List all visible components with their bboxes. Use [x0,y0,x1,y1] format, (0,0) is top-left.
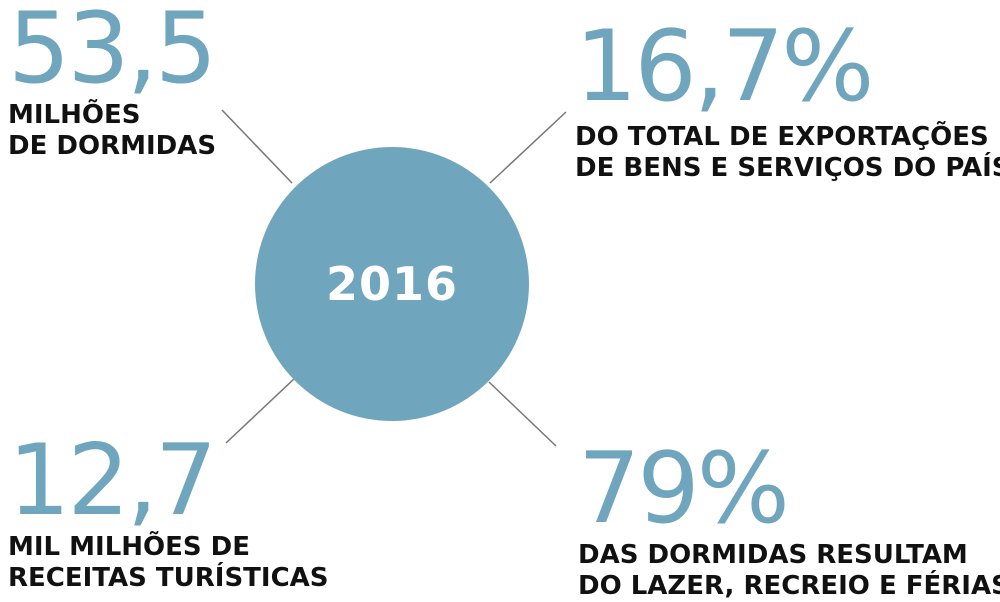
connector-line-top-left [221,109,293,184]
stat-bottom-right: 79% DAS DORMIDAS RESULTAM DO LAZER, RECR… [578,440,1000,602]
stat-label-line: DAS DORMIDAS RESULTAM [578,540,968,570]
center-circle: 2016 [255,147,529,421]
stat-label-line: DO TOTAL DE EXPORTAÇÕES [575,122,989,152]
stat-value: 79% [578,432,790,546]
stat-label: DO TOTAL DE EXPORTAÇÕES DE BENS E SERVIÇ… [575,122,1000,184]
stat-bottom-left: 12,7 MIL MILHÕES DE RECEITAS TURÍSTICAS [8,432,329,594]
stat-label-line: RECEITAS TURÍSTICAS [8,563,329,593]
stat-label: MIL MILHÕES DE RECEITAS TURÍSTICAS [8,532,329,594]
stat-label: MILHÕES DE DORMIDAS [8,100,216,162]
stat-label-line: DE DORMIDAS [8,131,217,161]
stat-label-line: MILHÕES [8,100,141,130]
stat-value: 53,5 [8,0,217,106]
connector-line-bottom-left [225,377,296,444]
stat-label-line: DO LAZER, RECREIO E FÉRIAS [578,571,1000,601]
stat-label-line: DE BENS E SERVIÇOS DO PAÍS [575,153,1000,183]
stat-label-line: MIL MILHÕES DE [8,532,251,562]
center-year: 2016 [325,257,459,311]
stat-label: DAS DORMIDAS RESULTAM DO LAZER, RECREIO … [578,540,1000,602]
stat-top-left: 53,5 MILHÕES DE DORMIDAS [8,0,217,162]
stat-value: 16,7% [575,10,874,124]
stat-value: 12,7 [8,424,217,538]
connector-line-bottom-right [488,381,557,447]
stat-top-right: 16,7% DO TOTAL DE EXPORTAÇÕES DE BENS E … [575,18,1000,184]
connector-line-top-right [489,111,567,184]
